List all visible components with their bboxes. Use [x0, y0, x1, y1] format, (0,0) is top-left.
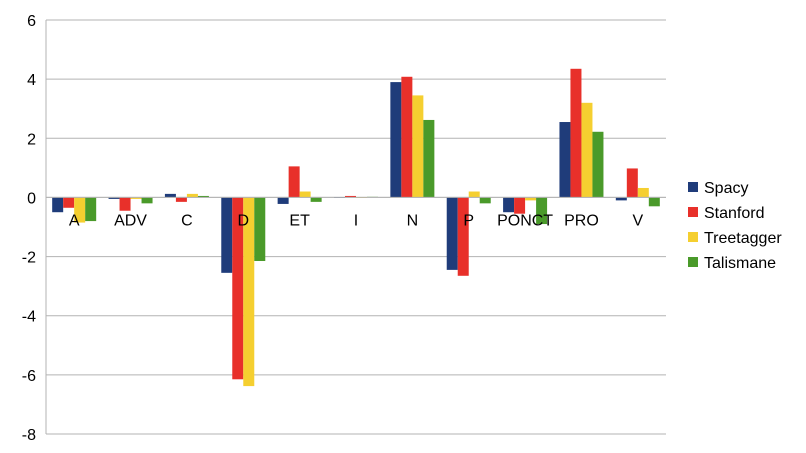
bar-stanford-et [288, 166, 300, 198]
bar-treetagger-a [74, 197, 86, 223]
bar-treetagger-ponct [525, 197, 537, 201]
category-label: V [632, 212, 643, 229]
bar-talismane-et [310, 197, 322, 202]
category-label: A [69, 212, 80, 229]
y-tick-label: 0 [27, 190, 36, 207]
legend-swatch-talismane [688, 257, 698, 267]
bar-stanford-pro [570, 68, 582, 198]
bar-stanford-adv [119, 197, 131, 211]
category-label: PRO [564, 212, 599, 229]
bar-treetagger-pro [581, 102, 593, 198]
bar-stanford-c [175, 197, 187, 202]
legend-label-talismane: Talismane [704, 255, 776, 272]
bar-treetagger-d [243, 197, 255, 387]
bar-treetagger-v [637, 187, 649, 198]
bar-spacy-n [390, 82, 402, 198]
category-labels: A ADV C D ET I N P PONCT PRO V [69, 212, 644, 229]
legend-label-spacy: Spacy [704, 180, 748, 197]
bar-treetagger-p [468, 191, 480, 198]
bars [52, 68, 660, 387]
bar-spacy-p [446, 197, 458, 270]
bar-talismane-adv [141, 197, 153, 204]
bar-treetagger-c [186, 193, 198, 198]
bar-spacy-a [52, 197, 64, 213]
legend-label-stanford: Stanford [704, 205, 764, 222]
y-tick-label: -4 [22, 309, 36, 326]
bar-treetagger-n [412, 95, 424, 198]
legend: Spacy Stanford Treetagger Talismane [688, 180, 782, 272]
bar-talismane-pro [592, 131, 604, 198]
bar-talismane-a [85, 197, 97, 222]
bar-stanford-ponct [514, 197, 526, 214]
bar-stanford-p [457, 197, 469, 276]
legend-swatch-treetagger [688, 232, 698, 242]
bar-talismane-ponct [536, 197, 548, 225]
bar-spacy-c [164, 193, 176, 198]
bar-stanford-a [63, 197, 75, 208]
y-tick-label: -6 [22, 368, 36, 385]
bar-talismane-c [197, 195, 209, 198]
bar-talismane-d [254, 197, 266, 262]
bar-stanford-v [626, 168, 638, 198]
bar-treetagger-adv [130, 197, 142, 199]
y-axis-tick-labels: 6 4 2 0 -2 -4 -6 -8 [22, 13, 36, 444]
bar-talismane-v [648, 197, 660, 207]
bar-talismane-p [479, 197, 491, 204]
category-label: ADV [114, 212, 147, 229]
y-tick-label: -8 [22, 427, 36, 444]
bar-spacy-adv [108, 197, 120, 199]
category-label: C [181, 212, 193, 229]
y-tick-label: -2 [22, 250, 36, 267]
category-label: I [354, 212, 358, 229]
bar-stanford-n [401, 76, 413, 198]
bar-spacy-d [221, 197, 233, 273]
y-tick-label: 4 [27, 72, 36, 89]
category-label: P [463, 212, 474, 229]
category-label: PONCT [497, 212, 553, 229]
bar-stanford-i [345, 195, 356, 198]
bar-stanford-d [232, 197, 244, 380]
bar-spacy-v [615, 197, 627, 201]
legend-swatch-spacy [688, 182, 698, 192]
y-tick-label: 6 [27, 13, 36, 30]
bar-talismane-n [423, 119, 435, 198]
y-tick-label: 2 [27, 131, 36, 148]
legend-swatch-stanford [688, 207, 698, 217]
bar-treetagger-et [299, 191, 311, 198]
legend-label-treetagger: Treetagger [704, 230, 782, 247]
bar-spacy-et [277, 197, 289, 204]
category-label: D [237, 212, 249, 229]
bar-spacy-pro [559, 122, 571, 198]
category-label: N [407, 212, 419, 229]
bar-spacy-ponct [503, 197, 515, 213]
category-label: ET [289, 212, 310, 229]
